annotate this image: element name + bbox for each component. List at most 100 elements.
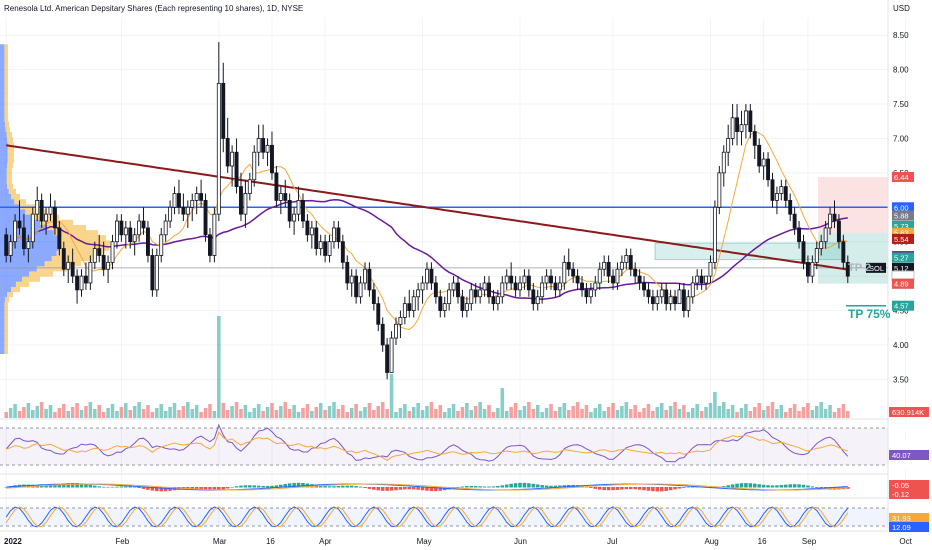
volume-bar xyxy=(84,406,88,418)
candle xyxy=(451,282,456,291)
volume-profile-bar xyxy=(4,59,8,65)
price-tag-label: 5.00 xyxy=(894,272,909,281)
macd-bar xyxy=(744,483,748,488)
macd-bar xyxy=(301,483,305,488)
candle xyxy=(48,206,53,215)
volume-bar xyxy=(332,402,336,418)
candle xyxy=(44,213,49,222)
volume-bar xyxy=(823,409,828,418)
candle xyxy=(407,303,412,311)
volume-bar xyxy=(456,411,460,418)
macd-bar xyxy=(212,487,217,491)
volume-bar xyxy=(97,405,102,418)
candle xyxy=(225,138,230,167)
candle xyxy=(287,199,292,222)
volume-bar xyxy=(487,405,491,418)
candle xyxy=(500,282,505,298)
candle xyxy=(695,275,700,284)
volume-bar xyxy=(13,404,17,418)
volume-bar xyxy=(146,405,150,418)
volume-profile-bar xyxy=(59,245,109,251)
macd-bar xyxy=(115,486,119,488)
volume-bar xyxy=(394,412,398,418)
candle xyxy=(491,296,496,305)
volume-bar xyxy=(203,408,208,418)
price-tag xyxy=(892,210,914,221)
macd-bar xyxy=(367,487,372,489)
volume-profile-bar xyxy=(0,281,16,287)
volume-bar xyxy=(690,408,695,418)
macd-bar xyxy=(155,487,159,492)
macd-bar xyxy=(553,485,558,488)
volume-bar xyxy=(806,403,810,418)
macd-bar xyxy=(310,484,314,488)
macd-bar xyxy=(540,485,544,488)
macd-bar xyxy=(137,487,141,489)
candle xyxy=(836,220,841,243)
rsi-band xyxy=(0,428,888,465)
volume-bar xyxy=(270,403,274,418)
volume-bar xyxy=(354,404,358,418)
candle xyxy=(686,296,691,311)
macd-bar xyxy=(332,486,336,488)
volume-bar xyxy=(739,408,744,418)
macd-bar xyxy=(509,483,513,488)
volume-bar xyxy=(469,410,474,418)
volume-profile-bar xyxy=(0,317,5,324)
candle xyxy=(411,296,416,311)
candle xyxy=(584,289,589,298)
macd-bar xyxy=(341,485,345,488)
volume-profile-bar xyxy=(4,111,8,117)
volume-profile-bar xyxy=(0,59,5,65)
candle xyxy=(340,241,345,263)
volume-profile-bar xyxy=(0,307,5,313)
price-tag-label: 5.54 xyxy=(894,235,909,244)
volume-profile-bar xyxy=(0,297,5,303)
candle xyxy=(123,227,128,236)
macd-bar xyxy=(766,485,770,488)
volume-bar xyxy=(292,405,296,418)
volume-bar xyxy=(420,410,425,418)
candle xyxy=(681,289,686,311)
candle xyxy=(518,282,522,291)
macd-bar xyxy=(642,487,646,491)
volume-bar xyxy=(815,406,819,418)
volume-bar xyxy=(168,407,172,418)
macd-bar xyxy=(252,485,257,488)
volume-bar xyxy=(642,408,646,418)
macd-bar xyxy=(141,487,146,489)
volume-bar xyxy=(575,402,580,418)
rsi-signal-line xyxy=(6,431,848,462)
macd-bar xyxy=(380,487,385,491)
price-tag xyxy=(892,278,914,289)
volume-profile-bar xyxy=(0,116,5,122)
macd-bar xyxy=(75,482,79,488)
candle xyxy=(779,186,784,194)
candle xyxy=(513,282,518,291)
volume-bar xyxy=(26,403,31,418)
volume-profile-bar xyxy=(0,312,5,318)
candle xyxy=(562,261,567,284)
time-tick-label: 2022 xyxy=(4,537,22,546)
macd-bar xyxy=(513,483,518,488)
macd-bar xyxy=(274,485,279,488)
candle xyxy=(141,220,146,229)
macd-bar xyxy=(327,486,332,488)
candle xyxy=(137,220,142,236)
candle xyxy=(566,261,571,270)
volume-profile-bar xyxy=(0,85,5,91)
candle xyxy=(270,144,274,174)
volume-bar xyxy=(62,404,66,418)
candle xyxy=(425,268,429,284)
volume-bar xyxy=(704,407,708,418)
volume-bar xyxy=(611,403,615,418)
macd-bar xyxy=(784,484,788,488)
macd-bar xyxy=(48,485,53,488)
volume-profile-bar xyxy=(4,312,8,318)
volume-bar xyxy=(473,406,478,418)
macd-bar xyxy=(57,484,62,488)
volume-bar xyxy=(682,405,686,418)
macd-bar xyxy=(721,486,726,488)
volume-profile-bar xyxy=(6,132,12,138)
